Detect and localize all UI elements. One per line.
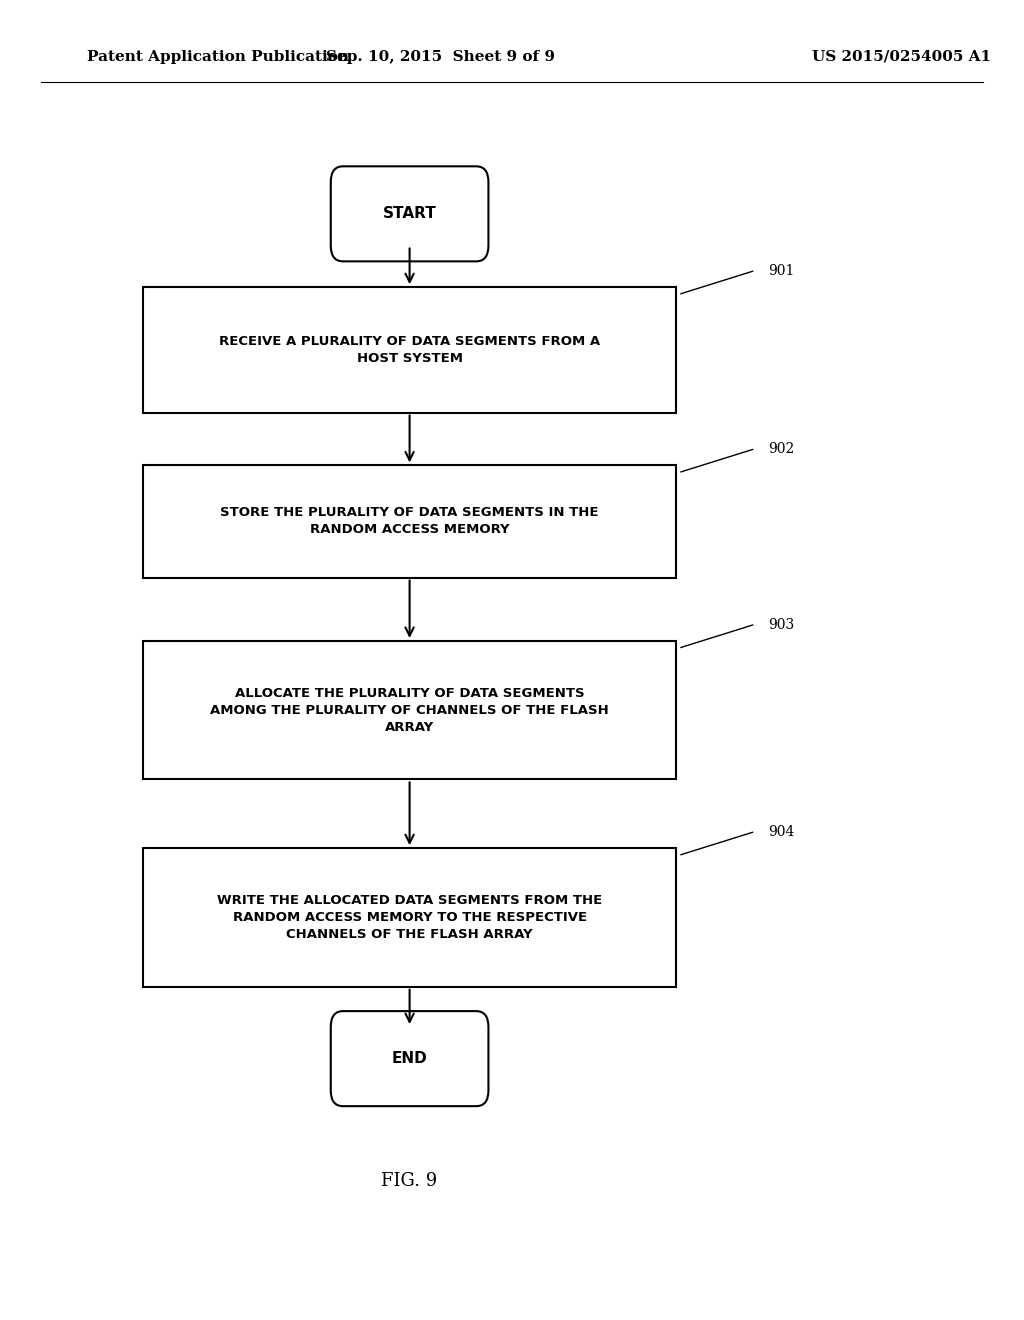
Text: START: START [383,206,436,222]
Text: US 2015/0254005 A1: US 2015/0254005 A1 [812,50,990,63]
FancyBboxPatch shape [143,288,676,412]
Text: 903: 903 [768,618,795,632]
FancyBboxPatch shape [331,166,488,261]
Text: RECEIVE A PLURALITY OF DATA SEGMENTS FROM A
HOST SYSTEM: RECEIVE A PLURALITY OF DATA SEGMENTS FRO… [219,335,600,364]
FancyBboxPatch shape [331,1011,488,1106]
FancyBboxPatch shape [143,640,676,779]
Text: FIG. 9: FIG. 9 [382,1172,437,1191]
FancyBboxPatch shape [143,849,676,987]
Text: STORE THE PLURALITY OF DATA SEGMENTS IN THE
RANDOM ACCESS MEMORY: STORE THE PLURALITY OF DATA SEGMENTS IN … [220,507,599,536]
Text: 904: 904 [768,825,795,840]
Text: END: END [392,1051,427,1067]
Text: Patent Application Publication: Patent Application Publication [87,50,349,63]
Text: WRITE THE ALLOCATED DATA SEGMENTS FROM THE
RANDOM ACCESS MEMORY TO THE RESPECTIV: WRITE THE ALLOCATED DATA SEGMENTS FROM T… [217,894,602,941]
Text: 902: 902 [768,442,795,457]
FancyBboxPatch shape [143,466,676,578]
Text: 901: 901 [768,264,795,279]
Text: Sep. 10, 2015  Sheet 9 of 9: Sep. 10, 2015 Sheet 9 of 9 [326,50,555,63]
Text: ALLOCATE THE PLURALITY OF DATA SEGMENTS
AMONG THE PLURALITY OF CHANNELS OF THE F: ALLOCATE THE PLURALITY OF DATA SEGMENTS … [210,686,609,734]
